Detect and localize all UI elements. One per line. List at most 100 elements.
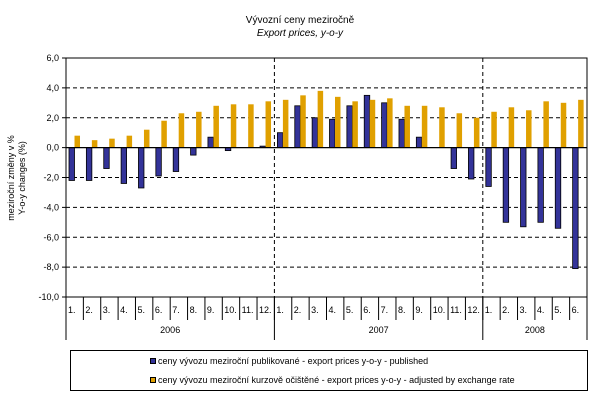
bar-adjusted (74, 135, 80, 148)
bar-published (329, 118, 336, 149)
y-axis-ticks: 6,0 4,0 2,0 0,0 -2,0 -4,0 -6,0 -8,0 -10,0 (38, 53, 66, 302)
bar-adjusted (560, 102, 567, 148)
x-tick-label: 12. (259, 305, 272, 315)
bar-published (138, 147, 145, 189)
chart-subtitle: Export prices, y-o-y (257, 28, 344, 39)
bar-adjusted (543, 101, 549, 148)
bar-adjusted (230, 104, 237, 148)
x-tick-label: 1. (68, 305, 76, 315)
bar-published (485, 147, 492, 187)
bar-adjusted (335, 96, 341, 148)
bar-adjusted (282, 99, 289, 148)
bar-adjusted (300, 95, 306, 148)
bar-adjusted (526, 110, 532, 148)
y-tick-label: -8,0 (43, 262, 59, 272)
x-tick-label: 3. (520, 305, 528, 315)
x-tick-label: 5. (137, 305, 145, 315)
bar-adjusted (369, 99, 376, 148)
bar-published (120, 147, 127, 184)
x-tick-label: 10. (433, 305, 446, 315)
bar-adjusted (126, 135, 133, 148)
legend-swatch-published (150, 358, 156, 364)
legend-swatch-adjusted (150, 377, 156, 383)
x-tick-label: 2. (502, 305, 510, 315)
x-tick-label: 5. (346, 305, 354, 315)
y-tick-label: 0,0 (46, 143, 59, 153)
x-tick-label: 12. (467, 305, 480, 315)
x-tick-label: 11. (242, 305, 254, 315)
y-axis-label: meziroční změny v % Y-o-y changes (%) (6, 135, 27, 221)
y-tick-label: 4,0 (46, 83, 59, 93)
x-tick-label: 7. (381, 305, 389, 315)
gridlines (66, 57, 587, 297)
bar-adjusted (109, 138, 115, 148)
y-tick-label: 2,0 (46, 113, 59, 123)
bar-published (502, 147, 510, 223)
y-tick-label: -4,0 (43, 202, 59, 212)
bar-published (68, 147, 75, 181)
bar-adjusted (456, 113, 463, 148)
y-axis-label-en: Y-o-y changes (%) (17, 141, 27, 215)
bar-adjusted (491, 111, 497, 148)
bar-adjusted (473, 117, 480, 148)
x-tick-label: 4. (329, 305, 337, 315)
bar-published (381, 102, 388, 149)
x-tick-label: 6. (155, 305, 163, 315)
x-tick-label: 4. (537, 305, 545, 315)
x-tick-label: 7. (172, 305, 180, 315)
bar-adjusted (143, 129, 150, 148)
bar-published (363, 94, 371, 149)
legend-item-adjusted: ceny vývozu meziroční kurzově očištěné -… (150, 375, 515, 385)
x-tick-label: 9. (207, 305, 215, 315)
bar-published (346, 105, 353, 149)
bar-adjusted (404, 105, 410, 148)
x-tick-label: 6. (363, 305, 371, 315)
x-tick-label: 2. (294, 305, 302, 315)
x-tick-label: 4. (120, 305, 128, 315)
bar-published (398, 118, 405, 149)
x-tick-label: 8. (398, 305, 406, 315)
x-group-label: 2008 (525, 325, 545, 335)
x-group-label: 2006 (160, 325, 180, 335)
bar-published (468, 147, 475, 180)
bar-adjusted (317, 90, 324, 148)
x-group-label: 2007 (369, 325, 389, 335)
x-tick-label: 9. (415, 305, 423, 315)
y-tick-label: -10,0 (38, 292, 59, 302)
bar-adjusted (352, 101, 358, 148)
bar-published (172, 147, 180, 172)
legend-item-published: ceny vývozu meziroční publikované - expo… (150, 356, 428, 366)
bar-adjusted (421, 105, 428, 148)
chart-title: Vývozní ceny meziročně (246, 15, 355, 26)
bar-published (415, 136, 423, 149)
x-tick-label: 8. (190, 305, 198, 315)
bar-published (554, 147, 562, 229)
bar-adjusted (213, 105, 219, 148)
x-tick-label: 3. (311, 305, 319, 315)
x-axis-ticks: 1. 2. 3. 4. 5. 6. 7. 8. 9. 10. 11. 12. 1. 2. 3. 4. 5. 6. 7… (65, 297, 588, 340)
bar-published (520, 147, 527, 228)
legend: ceny vývozu meziroční publikované - expo… (70, 350, 588, 391)
legend-label-published: ceny vývozu meziroční publikované - expo… (158, 356, 429, 366)
x-tick-label: 6. (572, 305, 580, 315)
bar-published (103, 147, 110, 169)
bar-adjusted (161, 120, 167, 148)
bar-published (572, 147, 579, 270)
y-tick-label: -6,0 (43, 232, 59, 242)
x-tick-label: 5. (554, 305, 562, 315)
x-tick-label: 11. (450, 305, 462, 315)
bar-adjusted (178, 113, 185, 148)
bar-adjusted (439, 107, 445, 148)
bar-published (207, 136, 214, 149)
bar-published (276, 132, 284, 149)
bar-adjusted (508, 107, 515, 148)
y-tick-label: -2,0 (43, 173, 59, 183)
x-tick-label: 2. (85, 305, 93, 315)
bar-published (537, 147, 544, 223)
bar-published (155, 147, 162, 177)
bar-published (294, 105, 301, 149)
bar-adjusted (265, 101, 272, 148)
x-tick-label: 3. (103, 305, 111, 315)
bar-adjusted (196, 111, 202, 148)
